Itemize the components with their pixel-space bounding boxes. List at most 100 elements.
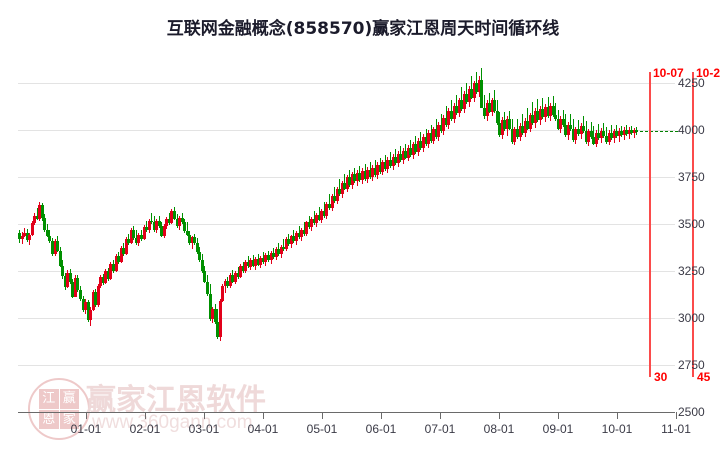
candle-body [282, 246, 286, 249]
candle-body [251, 259, 255, 266]
candle-body [272, 253, 276, 258]
candle-body [18, 232, 21, 240]
candle-body [388, 159, 392, 167]
candle-wick [489, 92, 491, 114]
candle-body [106, 271, 110, 279]
candle-body [467, 89, 471, 103]
candle-body [76, 277, 80, 290]
candle-body [84, 302, 88, 310]
candle-body [48, 235, 52, 242]
candle-body [518, 125, 522, 137]
candle-body [137, 234, 141, 244]
candle-body [366, 169, 370, 180]
candle-body [104, 271, 108, 284]
candle-body [312, 218, 316, 224]
candle-wick [590, 121, 592, 139]
candle-body [523, 121, 527, 134]
candle-body [63, 275, 67, 288]
candle-wick [481, 68, 483, 91]
candle-body [406, 148, 410, 158]
cycle-count-label: 30 [654, 370, 668, 384]
gridline [18, 365, 675, 366]
candle-body [493, 100, 497, 111]
candle-body [277, 248, 281, 255]
candle-body [142, 227, 146, 240]
candle-body [96, 286, 100, 305]
candle-body [449, 110, 453, 120]
candle-body [71, 282, 75, 297]
candle-body [61, 265, 65, 276]
candle-body [165, 218, 169, 227]
candle-body [429, 133, 433, 141]
candle-body [620, 131, 624, 136]
candle-body [221, 286, 225, 302]
cycle-line[interactable] [692, 72, 694, 377]
candle-wick [522, 113, 524, 136]
x-axis-line [18, 412, 675, 413]
candle-body [622, 130, 626, 136]
candle-body [203, 271, 207, 282]
candle-body [254, 259, 258, 266]
candle-body [246, 261, 250, 267]
candle-body [147, 220, 151, 230]
candle-wick [583, 116, 585, 134]
y-axis-tick-label: 4250 [678, 76, 705, 90]
candle-body [610, 133, 614, 138]
x-axis-tick-label: 07-01 [424, 422, 456, 436]
candle-body [109, 263, 113, 279]
gridline [18, 224, 675, 225]
candle-wick [339, 179, 341, 197]
candle-wick [570, 114, 572, 132]
candle-body [183, 222, 187, 231]
candle-wick [329, 194, 330, 211]
candle-body [538, 108, 542, 121]
candle-wick [456, 94, 458, 116]
candle-body [599, 131, 603, 138]
candle-wick [562, 109, 564, 127]
candle-body [211, 308, 215, 320]
candle-body [335, 188, 339, 201]
candle-body [513, 129, 517, 142]
seal-char: 赢 [59, 389, 79, 409]
x-axis-tick-label: 01-01 [70, 422, 102, 436]
candle-body [602, 131, 606, 137]
candle-body [53, 241, 57, 255]
candle-body [617, 131, 621, 137]
candle-body [94, 291, 98, 305]
candle-body [68, 273, 72, 283]
candle-body [81, 299, 85, 310]
candle-body [333, 196, 337, 201]
candle-body [180, 217, 184, 223]
candle-body [150, 220, 154, 223]
candle-body [264, 255, 268, 262]
candle-body [279, 246, 283, 255]
y-axis-tick-label: 2500 [678, 405, 705, 419]
candle-body [178, 217, 182, 227]
candle-body [404, 151, 408, 158]
candle-body [401, 151, 405, 161]
candle-body [267, 255, 271, 260]
candle-body [475, 83, 479, 92]
candle-body [284, 239, 288, 249]
candle-wick [146, 220, 148, 232]
x-axis-tick [204, 412, 205, 419]
y-axis-tick-label: 3000 [678, 311, 705, 325]
candle-body [427, 133, 431, 145]
candle-body [134, 238, 138, 244]
candle-body [594, 133, 598, 144]
x-axis-tick [676, 412, 677, 419]
candle-body [460, 100, 464, 109]
candle-body [259, 258, 263, 265]
candle-body [554, 115, 558, 120]
candle-body [249, 259, 253, 267]
candle-body [472, 83, 476, 98]
candle-body [615, 131, 619, 137]
candle-body [627, 130, 631, 135]
candle-body [533, 110, 537, 123]
x-axis-tick [145, 412, 146, 419]
candle-body [117, 256, 121, 262]
cycle-line[interactable] [649, 72, 651, 377]
y-axis-tick-label: 4000 [678, 123, 705, 137]
candle-wick [313, 211, 315, 226]
candle-body [381, 162, 385, 172]
